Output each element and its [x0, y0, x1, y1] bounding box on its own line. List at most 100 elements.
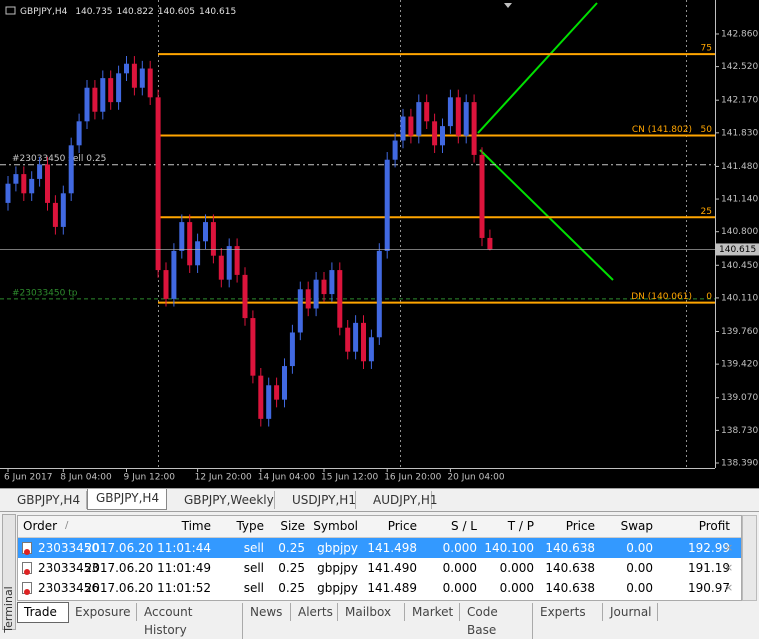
candle-body — [100, 78, 106, 112]
column-header[interactable]: Order — [23, 519, 58, 533]
x-tick-label: 8 Jun 04:00 — [60, 473, 112, 483]
candle-body — [5, 183, 11, 203]
terminal-sidebar: Terminal — [2, 514, 16, 633]
candle-body — [313, 279, 319, 309]
close-button[interactable]: × — [724, 581, 734, 594]
cell: 23033453 — [38, 561, 100, 575]
trend-line — [477, 2, 598, 134]
cell: 0.25 — [278, 561, 305, 575]
column-header[interactable]: S / L — [451, 519, 477, 533]
column-header[interactable]: Time — [181, 519, 211, 533]
scrollbar[interactable] — [742, 515, 757, 601]
column-header[interactable]: Size — [280, 519, 305, 533]
candle-body — [250, 318, 256, 376]
candle-body — [195, 241, 201, 266]
y-tick-label: 142.860 — [721, 29, 758, 39]
candle-body — [45, 164, 50, 203]
close-button[interactable]: × — [724, 561, 734, 574]
x-tick-label: 9 Jun 12:00 — [124, 473, 176, 483]
ohlc-value: 140.615 — [199, 7, 236, 17]
candle-body — [218, 255, 224, 280]
cell: 0.000 — [442, 541, 477, 555]
terminal-tab[interactable]: Mailbox — [339, 603, 405, 621]
terminal-tab[interactable]: Trade — [17, 602, 69, 623]
cell: 0.00 — [626, 561, 653, 575]
trade-row[interactable]: 23033450 2017.06.20 11:01:44 sell 0.25 gbpjp… — [18, 538, 741, 558]
column-header[interactable]: Symbol — [313, 519, 358, 533]
y-tick-label: 141.140 — [721, 195, 758, 205]
candle-body — [226, 246, 232, 280]
column-header[interactable]: Price — [387, 519, 417, 533]
chart: 142.860 142.520 142.170 141.830 141.480 141.1… — [0, 0, 759, 488]
cell: 140.100 — [484, 541, 534, 555]
cell: 141.489 — [367, 581, 417, 595]
candle-body — [384, 159, 390, 251]
terminal-tab[interactable]: Market — [406, 603, 460, 621]
cell: 191.19 — [688, 561, 730, 575]
terminal: Terminal Order / Time Type Size Symbol Price S … — [0, 511, 759, 639]
chart-tab[interactable]: GBPJPY,H4 — [0, 491, 87, 509]
symbol-icon — [5, 6, 16, 15]
terminal-tab[interactable]: News — [244, 603, 291, 621]
candle-body — [116, 73, 122, 103]
candle-body — [179, 222, 185, 251]
terminal-tab[interactable]: Account History — [138, 603, 243, 639]
chart-tab[interactable]: USDJPY,H1 — [275, 491, 356, 509]
order-icon — [22, 542, 32, 555]
column-header[interactable]: Swap — [620, 519, 653, 533]
candle-body — [471, 102, 477, 155]
cell: 0.00 — [626, 581, 653, 595]
cell: gbpjpy — [317, 541, 358, 555]
candle-body — [432, 121, 438, 146]
trade-row[interactable]: 23033453 2017.06.20 11:01:49 sell 0.25 gbpjp… — [18, 558, 741, 578]
terminal-tab[interactable]: Exposure — [69, 603, 137, 621]
candle-body — [361, 322, 366, 362]
candle-body — [76, 121, 82, 146]
candle-body — [60, 193, 66, 227]
chart-tab[interactable]: GBPJPY,Weekly — [167, 491, 275, 509]
column-header[interactable]: Price — [565, 519, 595, 533]
terminal-tabs: Trade Exposure Account History News Alerts Ma… — [17, 602, 757, 639]
candle-body — [68, 145, 74, 194]
trade-row[interactable]: 23033456 2017.06.20 11:01:52 sell 0.25 gbpjp… — [18, 578, 741, 598]
y-tick-label: 138.730 — [721, 426, 758, 436]
close-button[interactable]: × — [724, 541, 734, 554]
order-icon — [22, 562, 32, 575]
column-header[interactable]: T / P — [507, 519, 534, 533]
candle-body — [408, 116, 414, 136]
bid-label-box — [716, 243, 759, 256]
candle-body — [92, 87, 98, 112]
chart-tab[interactable]: AUDJPY,H1 — [356, 491, 438, 509]
candle-body — [447, 97, 453, 127]
candle-body — [155, 97, 161, 271]
shift-marker — [504, 3, 512, 8]
cell: 192.99 — [688, 541, 730, 555]
cell: 141.490 — [367, 561, 417, 575]
cell: 0.000 — [499, 561, 534, 575]
candle-body — [13, 174, 19, 184]
column-header[interactable]: Type — [236, 519, 264, 533]
terminal-tab[interactable]: Journal — [604, 603, 658, 621]
symbol: GBPJPY,H4 — [20, 7, 68, 17]
terminal-tab[interactable]: Alerts — [292, 603, 338, 621]
terminal-tab[interactable]: Code Base — [461, 603, 533, 639]
chart-tab[interactable]: GBPJPY,H4 — [87, 489, 167, 510]
column-header[interactable]: / — [65, 520, 69, 531]
table-header: Order / Time Type Size Symbol Price S / L T / P P… — [18, 516, 741, 538]
candle-body — [463, 102, 469, 136]
candle-body — [37, 164, 43, 179]
cell: 0.25 — [278, 581, 305, 595]
terminal-tab[interactable]: Experts — [534, 603, 603, 621]
cell: gbpjpy — [317, 581, 358, 595]
candle-body — [29, 178, 35, 194]
column-header[interactable]: Profit — [698, 519, 730, 533]
cell: 23033456 — [38, 581, 100, 595]
cell: 23033450 — [38, 541, 100, 555]
candle-body — [258, 375, 264, 419]
candle-body — [305, 289, 311, 309]
candle-body — [479, 154, 485, 238]
candle-body — [353, 322, 359, 352]
candle-body — [400, 116, 406, 141]
ohlc-value: 140.735 — [75, 7, 112, 17]
candle-body — [329, 270, 335, 295]
